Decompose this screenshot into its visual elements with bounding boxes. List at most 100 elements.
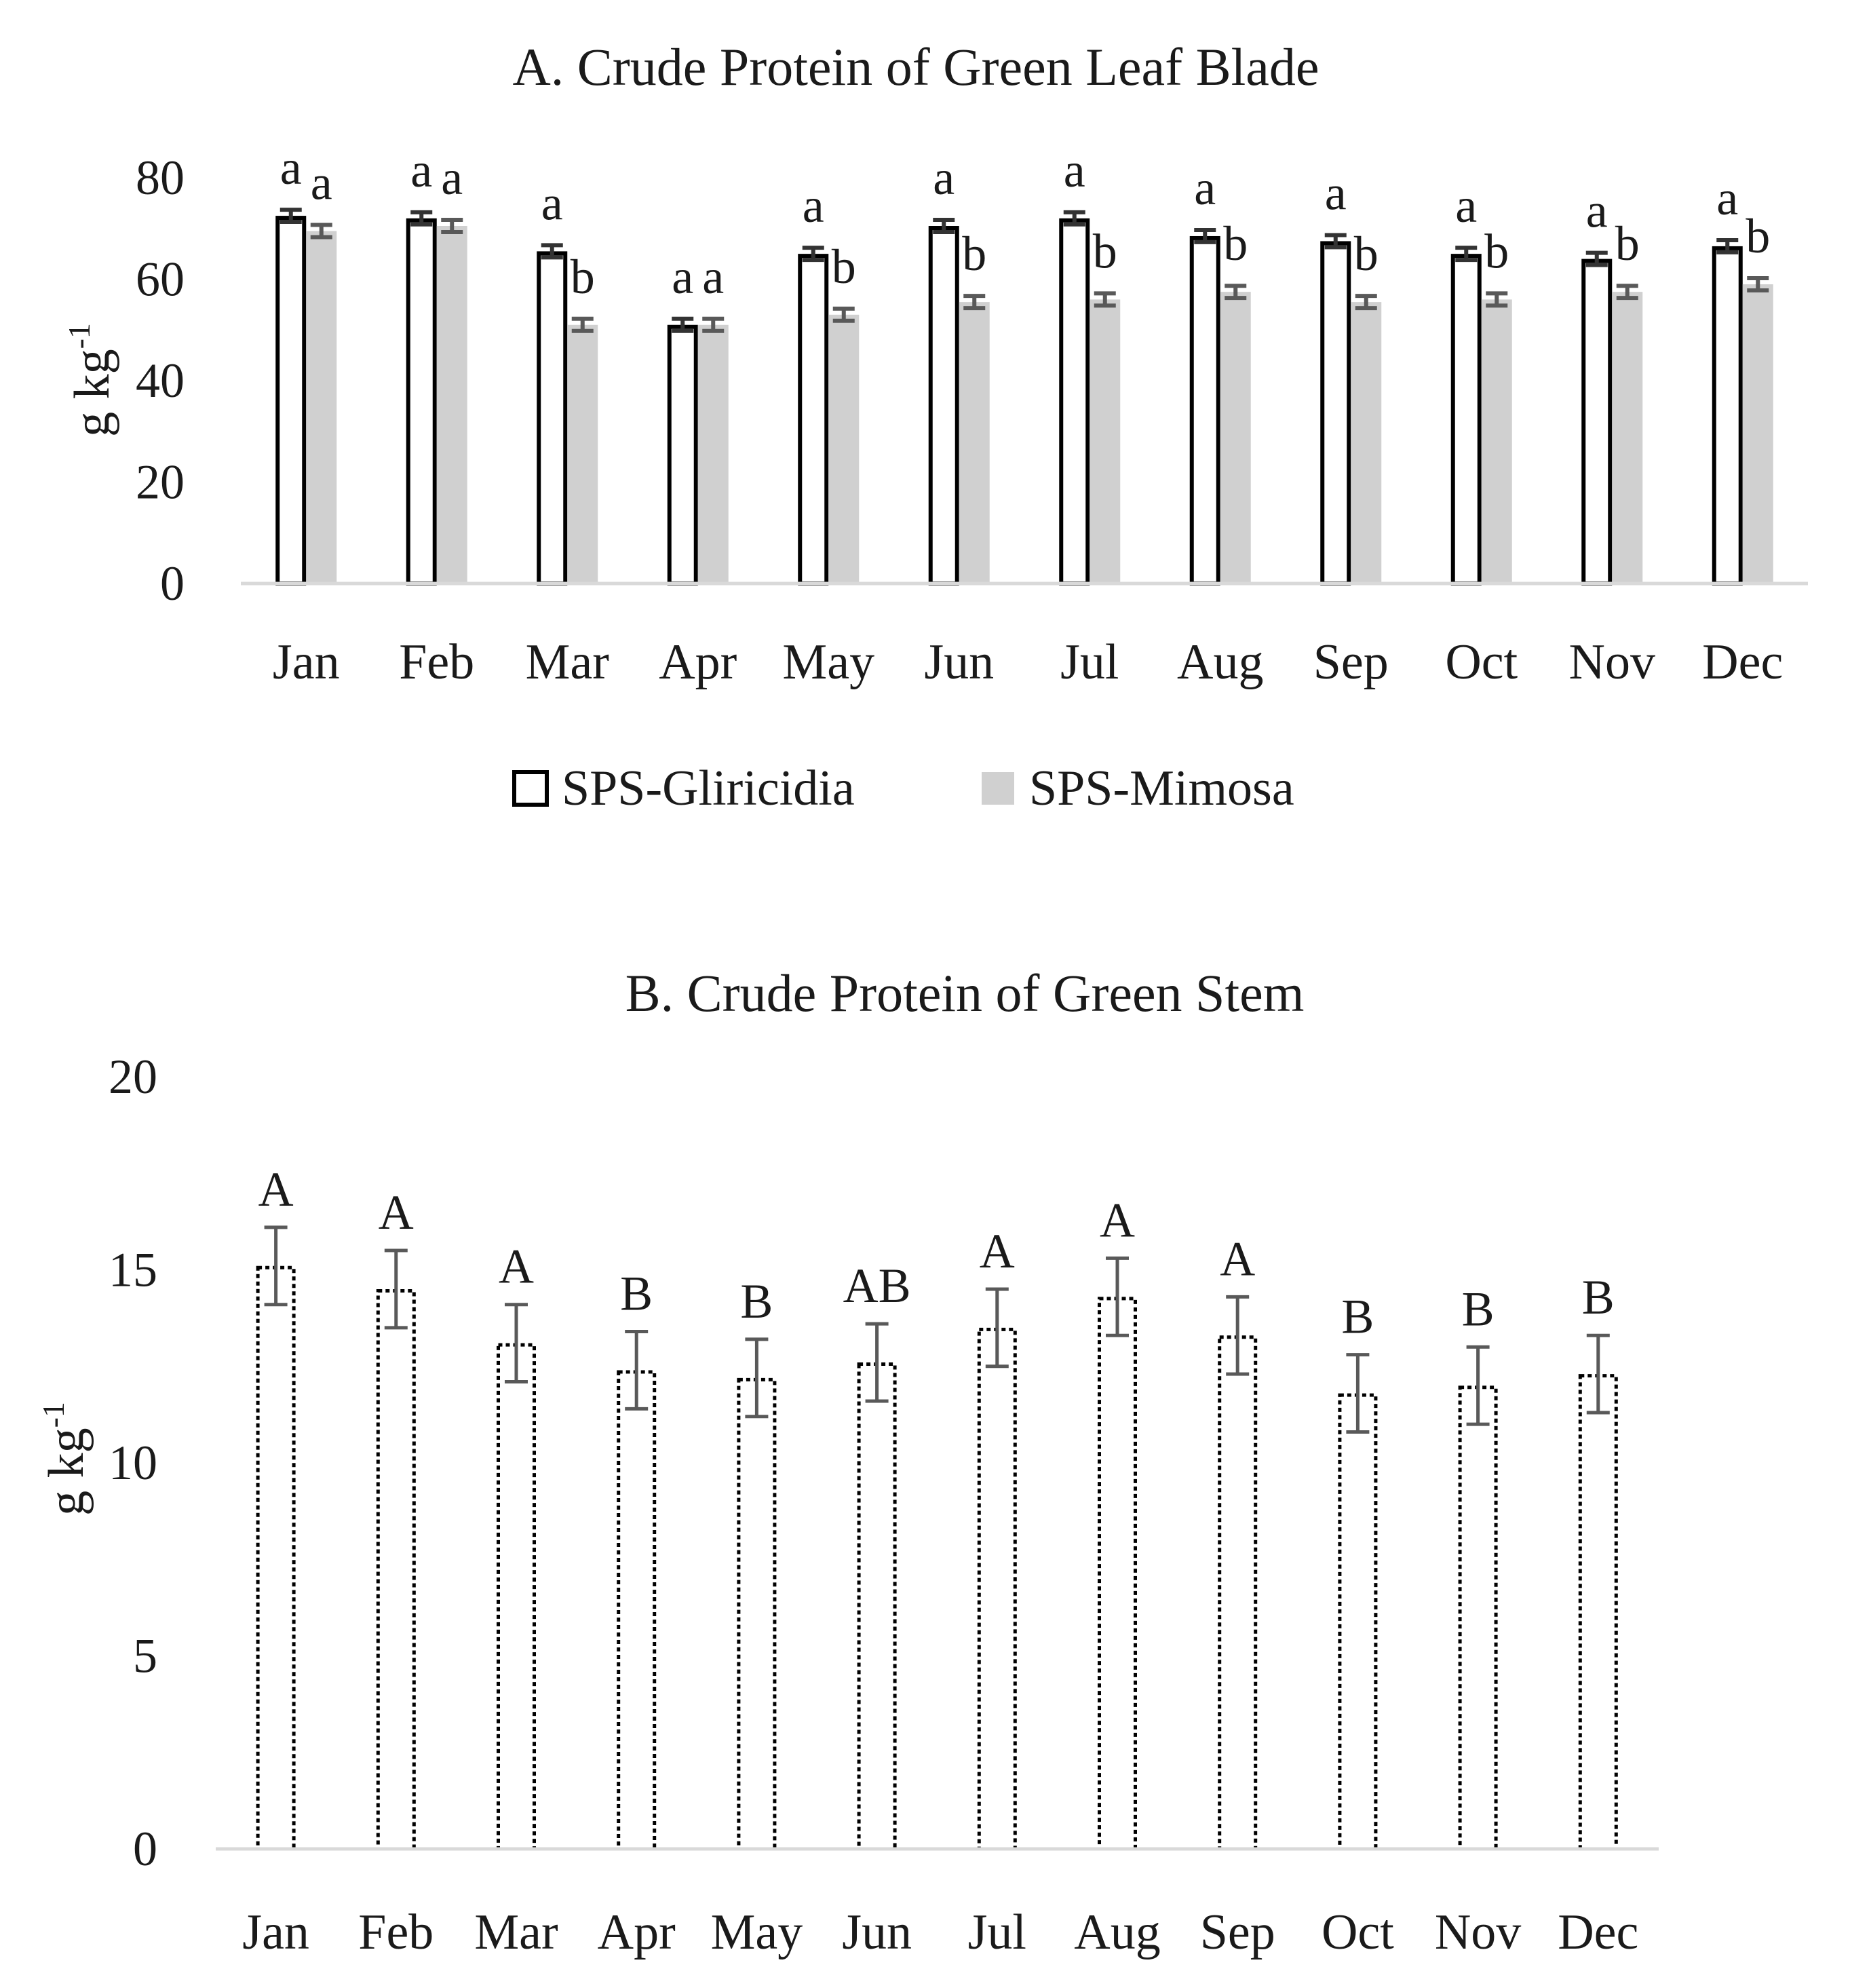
chart-a-error-sps-gliricidia-dec bbox=[1716, 237, 1739, 254]
chart-b-category-nov: Nov bbox=[1435, 1905, 1521, 1960]
legend-swatch-gliricidia bbox=[512, 770, 549, 807]
chart-a-error-sps-gliricidia-jan bbox=[280, 208, 302, 225]
chart-b-sig-green-stem-dec: B bbox=[1582, 1270, 1615, 1324]
chart-b-category-aug: Aug bbox=[1074, 1905, 1160, 1960]
chart-b-error-green-stem-mar bbox=[505, 1303, 528, 1384]
chart-a-bar-sps-gliricidia-jul bbox=[1059, 218, 1090, 586]
chart-a-error-sps-gliricidia-jun bbox=[933, 218, 955, 234]
chart-a-sig-sps-gliricidia-apr: a bbox=[672, 250, 693, 304]
chart-b-bar-green-stem-oct bbox=[1338, 1393, 1378, 1851]
chart-a-sig-sps-mimosa-sep: b bbox=[1354, 227, 1379, 281]
chart-a-error-sps-mimosa-jun bbox=[963, 294, 986, 311]
chart-a-category-dec: Dec bbox=[1702, 634, 1783, 690]
chart-a-bar-sps-gliricidia-aug bbox=[1189, 235, 1220, 586]
chart-a-error-sps-mimosa-oct bbox=[1486, 291, 1508, 308]
chart-a-sig-sps-mimosa-jan: a bbox=[311, 156, 332, 210]
chart-a-sig-sps-mimosa-aug: b bbox=[1223, 216, 1248, 271]
chart-b-bar-green-stem-dec bbox=[1578, 1374, 1618, 1851]
chart-b-error-green-stem-nov bbox=[1466, 1345, 1490, 1426]
chart-b-category-may: May bbox=[711, 1905, 803, 1960]
chart-b-title: B. Crude Protein of Green Stem bbox=[625, 963, 1305, 1022]
chart-a-y-tick-60: 60 bbox=[136, 252, 185, 307]
legend-label-gliricidia: SPS-Gliricidia bbox=[562, 761, 855, 816]
chart-a-bar-sps-gliricidia-may bbox=[798, 254, 829, 586]
chart-a-sig-sps-gliricidia-oct: a bbox=[1455, 178, 1477, 233]
chart-a-error-sps-mimosa-dec bbox=[1747, 276, 1769, 292]
chart-a-error-sps-gliricidia-sep bbox=[1324, 233, 1347, 250]
chart-b-error-green-stem-jul bbox=[985, 1287, 1009, 1369]
chart-b-error-green-stem-apr bbox=[625, 1330, 649, 1411]
chart-b-category-sep: Sep bbox=[1200, 1905, 1275, 1960]
chart-a-bar-sps-gliricidia-nov bbox=[1581, 259, 1613, 586]
chart-a-sig-sps-gliricidia-dec: a bbox=[1716, 171, 1738, 225]
chart-a-category-aug: Aug bbox=[1177, 634, 1263, 690]
chart-a-bar-sps-mimosa-sep bbox=[1351, 302, 1382, 584]
chart-a-sig-sps-gliricidia-feb: a bbox=[410, 143, 432, 197]
chart-a-error-sps-mimosa-nov bbox=[1616, 284, 1638, 301]
chart-a-error-sps-mimosa-jan bbox=[310, 223, 332, 240]
chart-a-sig-sps-gliricidia-jun: a bbox=[933, 151, 955, 205]
chart-a: A. Crude Protein of Green Leaf Blade g k… bbox=[62, 37, 1808, 816]
chart-b-sig-green-stem-apr: B bbox=[620, 1267, 653, 1321]
legend-label-mimosa: SPS-Mimosa bbox=[1029, 761, 1294, 816]
chart-b-category-feb: Feb bbox=[358, 1905, 433, 1960]
chart-b-y-axis-label: g kg-1 bbox=[36, 1402, 94, 1516]
chart-a-sig-sps-gliricidia-jan: a bbox=[280, 140, 302, 195]
chart-a-sig-sps-gliricidia-nov: a bbox=[1586, 184, 1608, 238]
chart-a-sig-sps-mimosa-may: b bbox=[832, 240, 856, 294]
chart-a-category-nov: Nov bbox=[1569, 634, 1655, 690]
chart-b-error-green-stem-may bbox=[745, 1337, 769, 1419]
chart-b-category-mar: Mar bbox=[474, 1905, 558, 1960]
chart-a-sig-sps-mimosa-oct: b bbox=[1484, 224, 1509, 278]
chart-b-error-green-stem-sep bbox=[1226, 1295, 1250, 1376]
chart-b-sig-green-stem-oct: B bbox=[1341, 1290, 1374, 1344]
chart-a-category-labels: Jan Feb Mar Apr May Jun Jul Aug Sep Oct Nov Dec bbox=[273, 634, 1783, 690]
chart-b-error-green-stem-jan bbox=[264, 1225, 288, 1307]
chart-a-y-tick-0: 0 bbox=[160, 556, 185, 611]
chart-a-error-sps-mimosa-sep bbox=[1355, 294, 1377, 311]
chart-a-category-jun: Jun bbox=[924, 634, 994, 690]
chart-a-y-tick-40: 40 bbox=[136, 353, 185, 408]
chart-a-bar-sps-gliricidia-jun bbox=[928, 226, 959, 586]
chart-a-y-tick-80: 80 bbox=[136, 151, 185, 205]
chart-a-error-sps-gliricidia-may bbox=[802, 246, 824, 263]
chart-a-bar-sps-mimosa-mar bbox=[567, 324, 598, 584]
chart-a-sig-sps-mimosa-mar: b bbox=[571, 250, 595, 304]
chart-a-sig-sps-mimosa-nov: b bbox=[1615, 216, 1640, 271]
chart-a-sig-sps-mimosa-jun: b bbox=[962, 227, 986, 281]
chart-a-category-sep: Sep bbox=[1313, 634, 1389, 690]
chart-b-y-tick-15: 15 bbox=[109, 1243, 157, 1297]
chart-a-y-ticks: 0 20 40 60 80 bbox=[136, 151, 185, 611]
chart-a-error-sps-gliricidia-nov bbox=[1585, 250, 1608, 267]
chart-b-error-green-stem-oct bbox=[1346, 1353, 1370, 1434]
chart-a-bar-sps-mimosa-may bbox=[828, 314, 860, 584]
chart-a-error-sps-mimosa-jul bbox=[1094, 291, 1116, 308]
chart-b-sig-green-stem-may: B bbox=[740, 1274, 773, 1328]
chart-b-category-jul: Jul bbox=[968, 1905, 1026, 1960]
chart-a-error-sps-mimosa-feb bbox=[441, 218, 463, 234]
chart-b-sig-green-stem-feb: A bbox=[379, 1185, 414, 1240]
chart-a-sig-sps-mimosa-dec: b bbox=[1746, 209, 1770, 263]
chart-b-y-tick-10: 10 bbox=[109, 1436, 157, 1490]
chart-b-bar-green-stem-nov bbox=[1458, 1385, 1498, 1851]
chart-a-bar-sps-mimosa-aug bbox=[1220, 292, 1251, 584]
chart-a-bar-sps-mimosa-oct bbox=[1481, 299, 1512, 584]
chart-a-bar-sps-mimosa-nov bbox=[1612, 292, 1643, 584]
chart-b-bar-green-stem-aug bbox=[1098, 1297, 1137, 1851]
chart-a-bar-sps-mimosa-dec bbox=[1742, 284, 1773, 584]
chart-b-error-green-stem-dec bbox=[1586, 1333, 1610, 1415]
chart-a-category-mar: Mar bbox=[526, 634, 609, 690]
chart-a-sig-sps-gliricidia-mar: a bbox=[541, 176, 563, 230]
chart-b-y-tick-20: 20 bbox=[109, 1050, 157, 1104]
chart-b-y-ticks: 0 5 10 15 20 bbox=[109, 1050, 157, 1876]
chart-a-category-oct: Oct bbox=[1445, 634, 1518, 690]
chart-a-error-sps-gliricidia-oct bbox=[1455, 246, 1478, 263]
chart-a-category-apr: Apr bbox=[659, 634, 737, 690]
chart-a-bar-sps-gliricidia-oct bbox=[1450, 254, 1482, 586]
chart-b-y-tick-5: 5 bbox=[133, 1629, 157, 1683]
chart-a-title: A. Crude Protein of Green Leaf Blade bbox=[512, 37, 1319, 96]
chart-a-error-sps-gliricidia-feb bbox=[410, 210, 433, 227]
